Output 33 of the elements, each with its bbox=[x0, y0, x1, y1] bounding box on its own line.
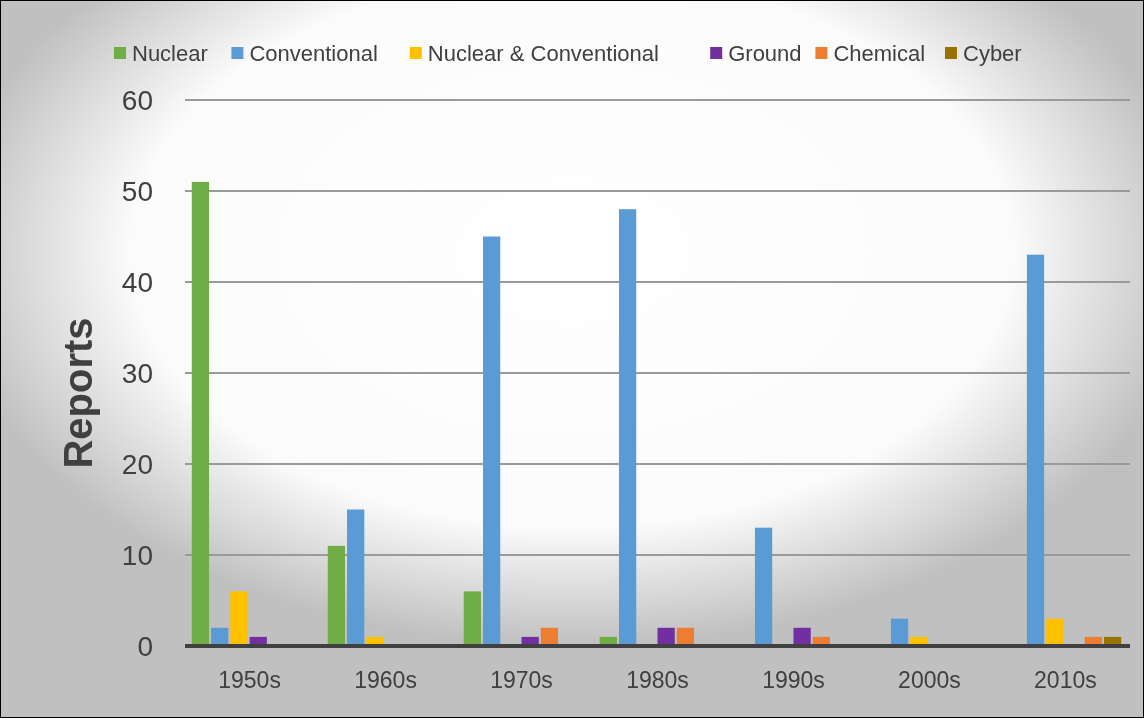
y-tick-label: 20 bbox=[121, 448, 153, 480]
x-tick-label: 1950s bbox=[218, 667, 281, 693]
bar bbox=[890, 618, 909, 646]
x-tick-label: 1970s bbox=[490, 667, 553, 693]
y-tick-label: 50 bbox=[121, 175, 153, 207]
legend-label: Nuclear bbox=[132, 40, 208, 66]
x-tick-label: 1960s bbox=[354, 667, 417, 693]
legend-label: Chemical bbox=[833, 40, 926, 66]
x-tick-label: 2010s bbox=[1034, 667, 1097, 693]
bar bbox=[1046, 618, 1064, 646]
y-tick-label: 0 bbox=[137, 630, 153, 662]
bar bbox=[230, 591, 248, 646]
bar bbox=[463, 591, 481, 646]
bar bbox=[618, 209, 637, 646]
y-tick-label: 40 bbox=[121, 266, 153, 298]
legend-label: Conventional bbox=[249, 40, 378, 66]
legend-label: Cyber bbox=[963, 40, 1022, 66]
bar bbox=[483, 236, 501, 646]
bar bbox=[754, 527, 773, 646]
legend-label: Ground bbox=[728, 40, 802, 66]
y-axis-title: Reports bbox=[56, 317, 100, 469]
y-tick-label: 60 bbox=[121, 84, 153, 116]
bar bbox=[327, 545, 346, 646]
x-tick-label: 1980s bbox=[626, 667, 689, 693]
bar bbox=[1026, 254, 1045, 646]
bar bbox=[191, 181, 210, 646]
y-tick-label: 30 bbox=[121, 357, 153, 389]
bar bbox=[793, 627, 811, 646]
legend-label: Nuclear & Conventional bbox=[427, 40, 659, 66]
x-tick-label: 2000s bbox=[898, 667, 961, 693]
y-tick-label: 10 bbox=[121, 539, 153, 571]
x-tick-label: 1990s bbox=[762, 667, 825, 693]
bar bbox=[347, 509, 365, 646]
